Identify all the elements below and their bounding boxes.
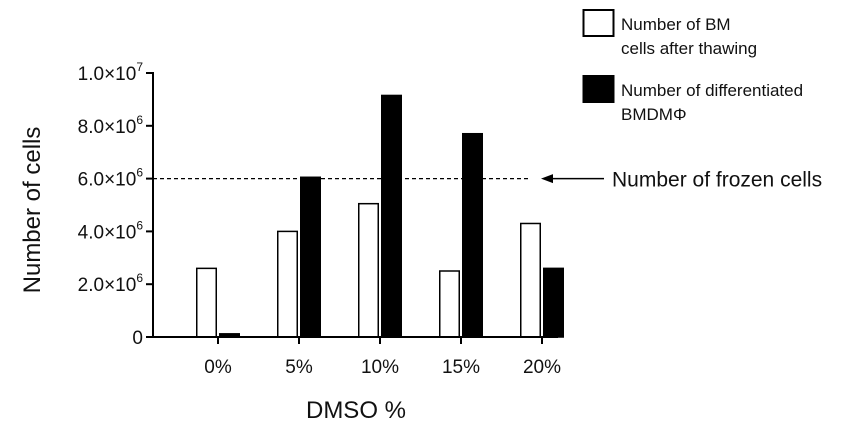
frozen-cells-annotation: Number of frozen cells [541,169,822,192]
bar-bmdm-20% [543,267,564,338]
reference-line-label: Number of frozen cells [612,169,822,192]
legend-label: BMDMΦ [621,105,687,124]
y-tick-label: 6.0×106 [78,166,144,191]
bar-bm-cells-5% [277,230,298,338]
bars [196,94,564,338]
legend-label: cells after thawing [621,39,757,58]
legend-swatch [582,75,615,103]
x-tick-label: 20% [523,357,561,378]
bar-bmdm-10% [381,94,402,338]
y-tick-label: 2.0×106 [78,271,144,296]
x-tick-label: 5% [285,357,313,378]
y-axis-label: Number of cells [19,127,46,294]
bar-bmdm-5% [300,176,321,338]
legend-label: Number of BM [621,15,731,34]
arrow-head-icon [541,174,553,184]
bar-bm-cells-0% [196,267,217,338]
legend: Number of BM cells after thawing Number of… [582,9,803,124]
bar-bm-cells-15% [439,270,460,338]
bar-bm-cells-10% [358,202,379,338]
bar-bmdm-15% [462,132,483,338]
y-tick-label: 4.0×106 [78,218,144,243]
x-axis-label: DMSO % [306,397,406,424]
y-tick-label: 0 [132,328,143,349]
x-tick-label: 10% [361,357,399,378]
bar-bm-cells-20% [520,222,541,338]
legend-swatch [582,9,615,37]
x-tick-label: 15% [442,357,480,378]
y-tick-label: 8.0×106 [78,113,144,138]
y-tick-label: 1.0×107 [78,60,144,85]
y-axis-ticks: 0 2.0×106 4.0×106 6.0×106 8.0×106 1.0×107 [78,60,153,349]
x-tick-label: 0% [204,357,232,378]
legend-label: Number of differentiated [621,81,803,100]
x-axis-ticks: 0% 5% 10% 15% 20% [204,337,561,378]
